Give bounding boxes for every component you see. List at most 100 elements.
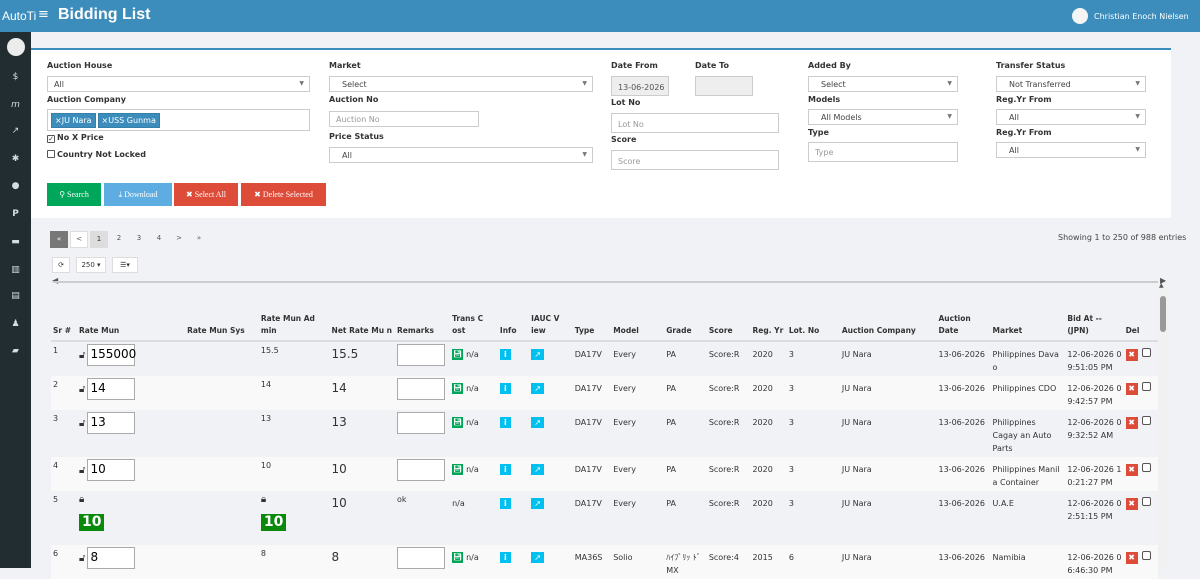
sidebar-avatar[interactable] bbox=[7, 38, 25, 56]
checkbox-unchecked[interactable] bbox=[47, 150, 55, 158]
added-by-select[interactable]: Select ▼ bbox=[808, 76, 958, 92]
delete-icon[interactable]: ✖ bbox=[1125, 464, 1138, 476]
select-all-button[interactable]: ✖ Select All bbox=[174, 183, 238, 206]
last-page-button[interactable]: » bbox=[196, 234, 202, 242]
list-icon[interactable]: ▤ bbox=[11, 291, 20, 301]
page-4-button[interactable]: 4 bbox=[156, 234, 162, 242]
delete-icon[interactable]: ✖ bbox=[1125, 349, 1138, 361]
col-auction-date[interactable]: Auction Date bbox=[936, 310, 991, 342]
download-button[interactable]: ⤓ Download bbox=[104, 183, 172, 206]
page-1-button[interactable]: 1 bbox=[90, 231, 108, 248]
reg-yr-to-select[interactable]: All ▼ bbox=[996, 142, 1146, 158]
info-icon[interactable]: i bbox=[499, 552, 511, 563]
col-type[interactable]: Type bbox=[572, 310, 612, 342]
save-icon[interactable]: 💾︎ bbox=[452, 349, 464, 360]
remarks-input[interactable] bbox=[397, 547, 446, 569]
rate-mun-input[interactable]: 14 bbox=[87, 378, 136, 400]
columns-toggle-icon[interactable]: ☰▾ bbox=[112, 257, 138, 273]
score-input[interactable]: Score bbox=[611, 150, 779, 170]
delete-icon[interactable]: ✖ bbox=[1125, 498, 1138, 510]
col-bid-at[interactable]: Bid At -- (JPN) bbox=[1065, 310, 1124, 342]
rate-mun-input[interactable]: 10 bbox=[87, 459, 136, 481]
row-checkbox[interactable] bbox=[1141, 348, 1151, 357]
chart-icon[interactable]: ↗ bbox=[11, 126, 20, 136]
col-rate-mun-sys[interactable]: Rate Mun Sys bbox=[185, 310, 259, 342]
col-info[interactable]: Info bbox=[497, 310, 530, 342]
col-lot-no[interactable]: Lot. No bbox=[786, 310, 840, 342]
auction-house-select[interactable]: All ▼ bbox=[47, 76, 310, 92]
save-icon[interactable]: 💾︎ bbox=[452, 552, 464, 563]
next-page-button[interactable]: > bbox=[176, 234, 182, 242]
parking-icon[interactable]: P bbox=[12, 209, 19, 219]
reg-yr-from-select[interactable]: All ▼ bbox=[996, 109, 1146, 125]
save-icon[interactable]: 💾︎ bbox=[452, 464, 464, 475]
remarks-input[interactable] bbox=[397, 459, 446, 481]
users-icon[interactable]: ♟ bbox=[11, 319, 20, 329]
col-del[interactable]: Del bbox=[1123, 310, 1158, 342]
horizontal-scrollbar[interactable] bbox=[53, 281, 1158, 283]
col-auction-company[interactable]: Auction Company bbox=[839, 310, 937, 342]
m-icon[interactable]: m bbox=[11, 100, 20, 110]
scroll-right-icon[interactable]: ▶ bbox=[1160, 276, 1167, 285]
col-sr[interactable]: Sr # bbox=[51, 310, 77, 342]
external-link-icon[interactable]: ↗ bbox=[531, 383, 545, 394]
bank-icon[interactable]: ▥ bbox=[11, 265, 20, 275]
models-select[interactable]: All Models ▼ bbox=[808, 109, 958, 125]
save-icon[interactable]: 💾︎ bbox=[452, 383, 464, 394]
remarks-input[interactable] bbox=[397, 378, 446, 400]
external-link-icon[interactable]: ↗ bbox=[531, 464, 545, 475]
unlock-icon[interactable]: 🔓︎ bbox=[78, 349, 86, 361]
col-rate-mun-admin[interactable]: Rate Mun Ad min bbox=[258, 310, 330, 342]
delete-selected-button[interactable]: ✖ Delete Selected bbox=[241, 183, 326, 206]
col-market[interactable]: Market bbox=[990, 310, 1066, 342]
col-trans-cost[interactable]: Trans C ost bbox=[450, 310, 498, 342]
col-grade[interactable]: Grade bbox=[664, 310, 707, 342]
delete-icon[interactable]: ✖ bbox=[1125, 417, 1138, 429]
external-link-icon[interactable]: ↗ bbox=[531, 417, 545, 428]
unlock-icon[interactable]: 🔓︎ bbox=[78, 383, 86, 395]
checkbox-checked[interactable]: ✓ bbox=[47, 135, 55, 143]
row-checkbox[interactable] bbox=[1141, 463, 1151, 472]
price-status-select[interactable]: All ▼ bbox=[329, 147, 593, 163]
info-icon[interactable]: i bbox=[499, 349, 511, 360]
info-icon[interactable]: i bbox=[499, 383, 511, 394]
delete-icon[interactable]: ✖ bbox=[1125, 383, 1138, 395]
col-iauc-view[interactable]: IAUC V iew bbox=[529, 310, 573, 342]
col-rate-mun[interactable]: Rate Mun bbox=[76, 310, 186, 342]
col-score[interactable]: Score bbox=[706, 310, 751, 342]
country-not-locked-checkbox[interactable]: Country Not Locked bbox=[47, 150, 146, 159]
market-select[interactable]: Select ▼ bbox=[329, 76, 593, 92]
info-icon[interactable]: i bbox=[499, 464, 511, 475]
prev-page-button[interactable]: < bbox=[70, 231, 88, 248]
app-logo[interactable]: AutoTi bbox=[2, 9, 37, 23]
page-size-select[interactable]: 250 ▾ bbox=[76, 257, 106, 273]
external-link-icon[interactable]: ↗ bbox=[531, 349, 545, 360]
date-to-input[interactable] bbox=[695, 76, 753, 96]
row-checkbox[interactable] bbox=[1141, 416, 1151, 425]
info-icon[interactable]: i bbox=[499, 417, 511, 428]
col-net-rate[interactable]: Net Rate Mu n bbox=[329, 310, 396, 342]
date-from-input[interactable]: 13-06-2026 bbox=[611, 76, 669, 96]
user-name[interactable]: Christian Enoch Nielsen bbox=[1094, 12, 1189, 21]
row-checkbox[interactable] bbox=[1141, 497, 1151, 506]
external-link-icon[interactable]: ↗ bbox=[531, 498, 545, 509]
bug-icon[interactable]: ✱ bbox=[11, 154, 20, 164]
col-model[interactable]: Model bbox=[611, 310, 665, 342]
delete-icon[interactable]: ✖ bbox=[1125, 552, 1138, 564]
dollar-icon[interactable]: $ bbox=[12, 72, 19, 82]
transfer-status-select[interactable]: Not Transferred ▼ bbox=[996, 76, 1146, 92]
unlock-icon[interactable]: 🔓︎ bbox=[78, 464, 86, 476]
tag-ju-nara[interactable]: ×JU Nara bbox=[51, 113, 96, 128]
row-checkbox[interactable] bbox=[1141, 551, 1151, 560]
save-icon[interactable]: 💾︎ bbox=[452, 417, 464, 428]
truck-icon[interactable]: ▰ bbox=[12, 346, 19, 356]
car-icon[interactable]: ▬ bbox=[11, 237, 20, 247]
first-page-button[interactable]: « bbox=[50, 231, 68, 248]
search-button[interactable]: ⚲ Search bbox=[47, 183, 101, 206]
user-avatar[interactable] bbox=[1072, 8, 1088, 24]
page-2-button[interactable]: 2 bbox=[116, 234, 122, 242]
col-remarks[interactable]: Remarks bbox=[395, 310, 451, 342]
remarks-input[interactable] bbox=[397, 344, 446, 366]
info-icon[interactable]: i bbox=[499, 498, 511, 509]
refresh-icon[interactable]: ⟳ bbox=[52, 257, 70, 273]
